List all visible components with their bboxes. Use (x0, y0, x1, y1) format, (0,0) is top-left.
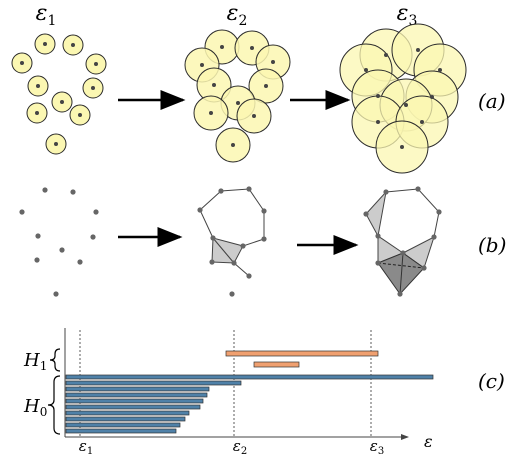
complex-b-eps2 (197, 186, 267, 297)
complex-b-eps3 (363, 186, 442, 297)
h1-bar-1 (225, 350, 379, 357)
stage-labels: ε1 ε2 ε3 (36, 1, 418, 29)
cycle-b3 (385, 188, 440, 238)
h0-bar-9 (65, 422, 181, 428)
h0-bars (65, 374, 434, 434)
points-eps3 (364, 48, 442, 149)
x-axis-label: ε (424, 432, 433, 451)
row-label-b: (b) (478, 233, 506, 257)
h0-bar-6 (65, 404, 201, 410)
h0-bar-8 (65, 416, 186, 422)
group-label-h1: H1 (23, 350, 47, 373)
points-b-eps1 (19, 187, 99, 297)
tetra-b3-inner (399, 252, 404, 295)
h1-bar-2 (253, 361, 300, 368)
points-eps1 (20, 42, 98, 146)
row-b-complexes (19, 186, 442, 297)
row-label-c: (c) (478, 369, 505, 393)
tetra-b3-dashed (377, 262, 425, 269)
brace-h1 (49, 348, 61, 372)
h0-bar-7 (65, 410, 190, 416)
balls-eps2 (184, 29, 291, 163)
h0-bar-1 (65, 374, 434, 380)
group-label-h0: H0 (23, 396, 47, 419)
x-tick-eps1: ε1 (79, 437, 93, 455)
h0-bar-4 (65, 392, 208, 398)
stage-label-eps2: ε2 (227, 1, 248, 29)
barcode: H1 H0 ε1 ε2 ε3 ε (23, 328, 434, 455)
x-tick-eps2: ε2 (233, 437, 247, 455)
h0-bar-5 (65, 398, 204, 404)
brace-h0 (47, 375, 61, 435)
row-label-a: (a) (478, 89, 506, 113)
edge-b2-tail (233, 262, 250, 277)
h0-bar-2 (65, 380, 242, 386)
h0-bar-10 (65, 428, 177, 434)
h0-bar-3 (65, 386, 210, 392)
points-eps2 (200, 45, 275, 147)
row-a-balls (11, 23, 467, 174)
x-tick-eps3: ε3 (370, 437, 384, 455)
balls-eps3 (339, 23, 467, 174)
row-labels: (a) (b) (c) (478, 89, 506, 393)
cycle-b2 (199, 188, 265, 247)
triangle-b2-wing (211, 237, 244, 264)
stage-label-eps1: ε1 (36, 1, 57, 29)
triangle-b3-top-left (365, 190, 387, 238)
balls-eps1 (11, 33, 107, 155)
